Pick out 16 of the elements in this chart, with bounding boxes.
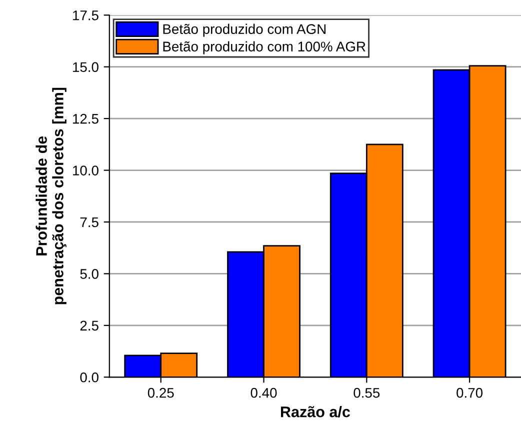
legend-label: Betão produzido com AGN: [163, 24, 326, 37]
y-tick-label: 7.5: [80, 217, 98, 228]
y-tick-label: 12.5: [73, 114, 98, 124]
x-tick-label: 0.40: [250, 388, 277, 398]
y-tick-label: 0.0: [80, 372, 98, 382]
legend-label: Betão produzido com 100% AGR: [163, 41, 366, 54]
y-tick-label: 2.5: [80, 320, 98, 331]
y-tick-label: 5.0: [80, 269, 98, 279]
x-tick-label: 0.55: [354, 388, 380, 398]
y-tick-label: 10.0: [73, 166, 98, 176]
x-axis-title: Razão a/c: [280, 406, 350, 418]
y-axis-title: Profundidade de penetração dos cloretos [mm]: [36, 88, 66, 304]
y-tick-label: 15.0: [73, 62, 98, 72]
y-tick-label: 17.5: [73, 10, 98, 20]
x-tick-label: 0.25: [148, 388, 174, 398]
x-tick-label: 0.70: [456, 388, 483, 398]
